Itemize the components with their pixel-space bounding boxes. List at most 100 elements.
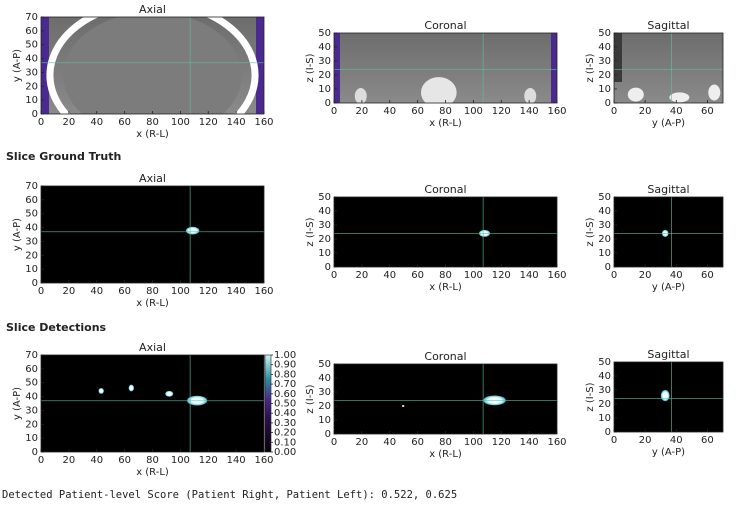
y-axis-label: y (A-P) <box>12 387 23 420</box>
x-tick-label: 60 <box>411 437 424 448</box>
panel-title: Axial <box>139 341 166 354</box>
colorbar-tick-label: 0.20 <box>274 428 296 439</box>
y-axis-label: y (A-P) <box>12 218 23 251</box>
image <box>334 197 557 267</box>
x-tick-label: 60 <box>411 106 424 117</box>
x-tick-label: 0 <box>611 435 617 446</box>
x-tick-label: 100 <box>464 270 483 281</box>
x-tick-label: 0 <box>331 437 337 448</box>
y-tick-label: 50 <box>318 28 331 39</box>
x-tick-label: 160 <box>254 455 273 466</box>
y-tick-label: 10 <box>318 415 331 426</box>
y-tick-label: 20 <box>598 70 611 81</box>
y-tick-label: 0 <box>605 98 611 109</box>
colorbar-tick-label: 1.00 <box>274 350 296 361</box>
x-tick-label: 40 <box>670 270 683 281</box>
detection <box>128 384 134 392</box>
y-tick-label: 20 <box>598 234 611 245</box>
x-axis-label: x (R-L) <box>429 118 462 129</box>
y-tick-label: 0 <box>325 429 331 440</box>
edge <box>256 17 264 114</box>
y-axis-label: z (I-S) <box>305 53 316 82</box>
y-axis-label: z (I-S) <box>585 53 596 82</box>
x-tick-label: 120 <box>492 106 511 117</box>
x-tick-label: 0 <box>331 106 337 117</box>
y-tick-label: 50 <box>25 378 38 389</box>
x-tick-label: 160 <box>547 437 566 448</box>
y-tick-label: 30 <box>598 220 611 231</box>
x-tick-label: 20 <box>356 270 369 281</box>
y-tick-label: 20 <box>318 234 331 245</box>
x-tick-label: 160 <box>547 106 566 117</box>
y-tick-label: 10 <box>318 248 331 259</box>
detection <box>660 390 670 402</box>
image <box>614 197 723 267</box>
y-tick-label: 30 <box>598 385 611 396</box>
x-tick-label: 60 <box>118 117 131 128</box>
x-tick-label: 0 <box>611 270 617 281</box>
y-tick-label: 20 <box>318 401 331 412</box>
y-tick-label: 30 <box>25 236 38 247</box>
x-tick-label: 60 <box>118 455 131 466</box>
x-tick-label: 40 <box>383 437 396 448</box>
x-tick-label: 140 <box>227 286 246 297</box>
x-tick-label: 60 <box>701 270 714 281</box>
x-axis-label: x (R-L) <box>136 129 169 140</box>
x-tick-label: 100 <box>171 286 190 297</box>
background <box>334 197 557 267</box>
y-tick-label: 40 <box>598 206 611 217</box>
edge <box>334 33 340 103</box>
bone <box>420 77 457 103</box>
y-tick-label: 0 <box>32 278 38 289</box>
image <box>334 33 557 103</box>
x-tick-label: 20 <box>639 270 652 281</box>
y-tick-label: 0 <box>605 262 611 273</box>
y-tick-label: 10 <box>598 84 611 95</box>
x-axis-label: x (R-L) <box>136 298 169 309</box>
y-tick-label: 30 <box>25 405 38 416</box>
y-tick-label: 0 <box>325 98 331 109</box>
x-tick-label: 40 <box>670 435 683 446</box>
x-tick-label: 0 <box>38 455 44 466</box>
background <box>614 197 723 267</box>
x-tick-label: 120 <box>199 455 218 466</box>
x-tick-label: 100 <box>171 455 190 466</box>
y-tick-label: 20 <box>25 419 38 430</box>
y-tick-label: 70 <box>25 350 38 361</box>
y-tick-label: 30 <box>25 67 38 78</box>
x-tick-label: 20 <box>63 286 76 297</box>
y-tick-label: 50 <box>318 192 331 203</box>
panel-title: Sagittal <box>647 19 689 32</box>
colorbar-tick-label: 0.70 <box>274 379 296 390</box>
x-tick-label: 80 <box>146 286 159 297</box>
x-tick-label: 40 <box>90 286 103 297</box>
y-tick-label: 60 <box>25 195 38 206</box>
panel-title: Sagittal <box>647 348 689 361</box>
y-tick-label: 10 <box>598 413 611 424</box>
x-tick-label: 40 <box>383 106 396 117</box>
y-tick-label: 50 <box>318 359 331 370</box>
colorbar-tick-label: 0.00 <box>274 447 296 458</box>
y-tick-label: 20 <box>25 250 38 261</box>
x-tick-label: 0 <box>331 270 337 281</box>
x-tick-label: 60 <box>118 286 131 297</box>
x-axis-label: x (R-L) <box>136 467 169 478</box>
x-tick-label: 160 <box>254 286 273 297</box>
y-tick-label: 70 <box>25 12 38 23</box>
section-heading: Slice Ground Truth <box>6 150 121 163</box>
image <box>614 33 723 103</box>
colorbar-tick-label: 0.30 <box>274 418 296 429</box>
detection <box>165 390 174 397</box>
y-tick-label: 0 <box>32 447 38 458</box>
y-tick-label: 10 <box>25 95 38 106</box>
x-tick-label: 80 <box>439 270 452 281</box>
brain <box>63 17 242 114</box>
bone <box>669 92 690 103</box>
x-tick-label: 100 <box>464 437 483 448</box>
y-tick-label: 50 <box>598 28 611 39</box>
x-tick-label: 160 <box>547 270 566 281</box>
y-tick-label: 50 <box>25 209 38 220</box>
colorbar-tick-label: 0.80 <box>274 369 296 380</box>
colorbar-tick-label: 0.60 <box>274 389 296 400</box>
